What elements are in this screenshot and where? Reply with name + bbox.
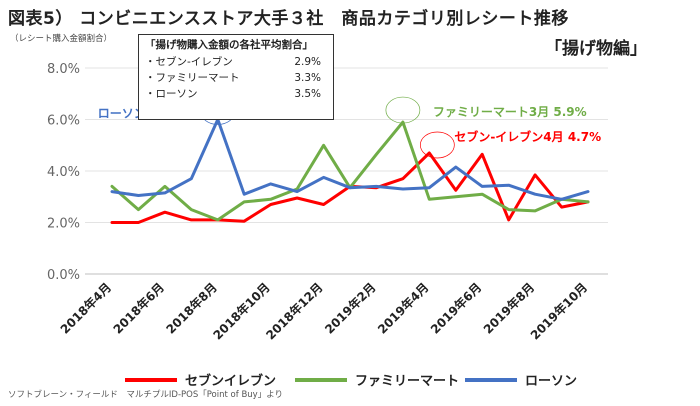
x-tick-label: 2019年10月: [527, 280, 590, 343]
series-lines: [110, 118, 590, 224]
y-tick-label: 4.0%: [47, 165, 80, 180]
average-share-value: 3.5%: [294, 88, 321, 100]
x-tick-label: 2019年8月: [480, 280, 537, 337]
average-share-value: 3.3%: [294, 72, 321, 84]
y-tick-label: 6.0%: [47, 114, 80, 129]
average-share-row: ・ファミリーマート 3.3%: [145, 70, 327, 86]
x-tick-label: 2019年4月: [374, 280, 431, 337]
average-share-box: 「揚げ物購入金額の各社平均割合」 ・セブン-イレブン 2.9% ・ファミリーマー…: [138, 34, 334, 120]
x-tick-label: 2019年2月: [321, 280, 378, 337]
average-share-heading: 「揚げ物購入金額の各社平均割合」: [145, 39, 313, 51]
average-share-label: ・ローソン: [145, 88, 198, 100]
average-share-label: ・ファミリーマート: [145, 72, 240, 84]
annotation-circle: [419, 131, 455, 159]
x-tick-label: 2018年12月: [263, 280, 326, 343]
annotation-circle: [385, 96, 421, 124]
legend-label: ファミリーマート: [355, 374, 459, 389]
legend-label: セブンイレブン: [185, 373, 276, 389]
x-tick-label: 2018年4月: [57, 280, 114, 337]
y-tick-label: 8.0%: [47, 62, 80, 77]
gridlines: [85, 67, 608, 275]
legend: セブンイレブン ファミリーマート ローソン: [125, 373, 577, 389]
average-share-value: 2.9%: [294, 56, 321, 68]
annotation-label: ファミリーマート3月 5.9%: [433, 105, 587, 119]
y-axis-label: （レシート購入金額割合）: [10, 34, 113, 44]
x-tick-labels: 2018年4月2018年6月2018年8月2018年10月2018年12月201…: [57, 280, 590, 343]
source-note: ソフトブレーン・フィールド マルチプルID-POS「Point of Buy」よ…: [8, 390, 284, 400]
legend-label: ローソン: [525, 374, 577, 389]
category-tag: 「揚げ物編」: [545, 39, 647, 59]
y-tick-labels: 0.0% 2.0% 4.0% 6.0% 8.0%: [47, 62, 80, 283]
y-tick-label: 0.0%: [47, 268, 80, 283]
y-tick-label: 2.0%: [47, 217, 80, 232]
x-tick-label: 2019年6月: [427, 280, 484, 337]
series-line: [110, 118, 590, 201]
x-tick-label: 2018年6月: [110, 280, 167, 337]
x-tick-label: 2018年8月: [163, 280, 220, 337]
chart-title: 図表5） コンビニエンスストア大手３社 商品カテゴリ別レシート推移: [8, 9, 569, 29]
average-share-row: ・ローソン 3.5%: [145, 86, 327, 102]
average-share-row: ・セブン-イレブン 2.9%: [145, 54, 327, 70]
annotation-label: セブン-イレブン4月 4.7%: [454, 129, 601, 144]
average-share-label: ・セブン-イレブン: [145, 56, 233, 68]
